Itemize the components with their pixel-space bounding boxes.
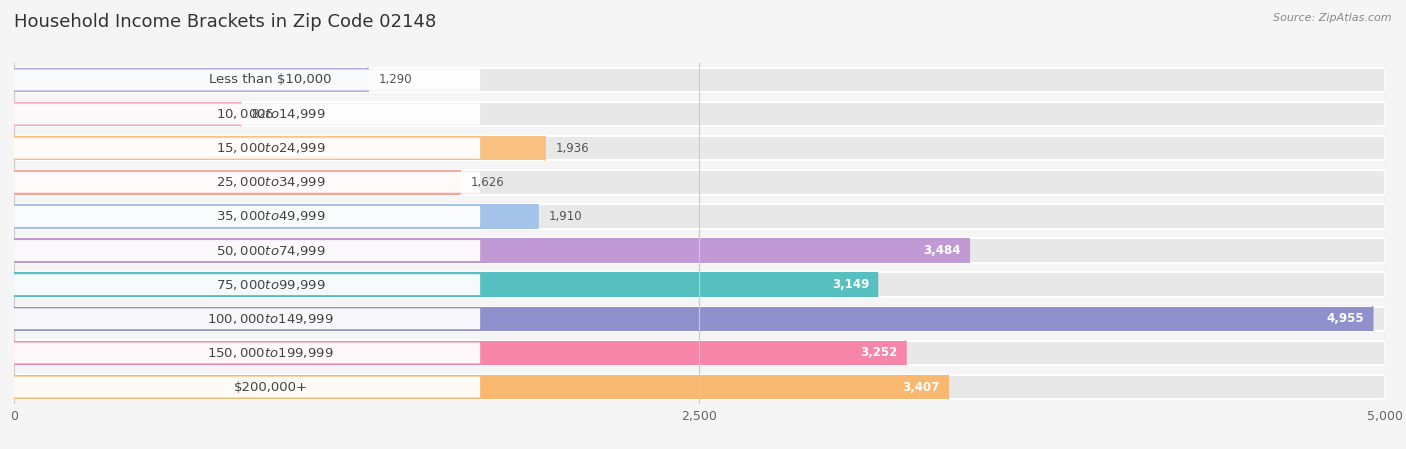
FancyBboxPatch shape	[14, 343, 481, 363]
Bar	[14, 136, 546, 160]
Text: 3,407: 3,407	[903, 381, 941, 393]
Bar	[14, 170, 460, 194]
Bar	[14, 273, 877, 297]
Bar	[14, 307, 1385, 331]
Text: 1,290: 1,290	[378, 74, 412, 86]
Text: 4,955: 4,955	[1327, 313, 1364, 325]
FancyBboxPatch shape	[14, 206, 481, 227]
Bar	[14, 341, 1385, 365]
FancyBboxPatch shape	[14, 377, 481, 397]
Text: 3,149: 3,149	[832, 278, 869, 291]
Bar	[14, 273, 1385, 297]
FancyBboxPatch shape	[14, 274, 481, 295]
Text: $100,000 to $149,999: $100,000 to $149,999	[207, 312, 333, 326]
Text: Source: ZipAtlas.com: Source: ZipAtlas.com	[1274, 13, 1392, 23]
Text: $35,000 to $49,999: $35,000 to $49,999	[215, 209, 325, 224]
Text: 826: 826	[252, 108, 274, 120]
Bar	[14, 68, 368, 92]
Text: $25,000 to $34,999: $25,000 to $34,999	[215, 175, 325, 189]
Bar	[14, 375, 1385, 399]
Bar	[14, 170, 1385, 194]
Bar	[14, 102, 1385, 126]
Text: $10,000 to $14,999: $10,000 to $14,999	[215, 107, 325, 121]
Text: 1,910: 1,910	[548, 210, 582, 223]
Text: 1,626: 1,626	[471, 176, 505, 189]
Bar	[14, 204, 1385, 229]
Text: $150,000 to $199,999: $150,000 to $199,999	[207, 346, 333, 360]
Text: 3,252: 3,252	[860, 347, 897, 359]
FancyBboxPatch shape	[14, 172, 481, 193]
Bar	[14, 375, 948, 399]
FancyBboxPatch shape	[14, 104, 481, 124]
Text: 3,484: 3,484	[924, 244, 962, 257]
Text: Household Income Brackets in Zip Code 02148: Household Income Brackets in Zip Code 02…	[14, 13, 436, 31]
Text: $50,000 to $74,999: $50,000 to $74,999	[215, 243, 325, 258]
Bar	[14, 238, 1385, 263]
Bar	[14, 307, 1372, 331]
Text: Less than $10,000: Less than $10,000	[209, 74, 332, 86]
FancyBboxPatch shape	[14, 138, 481, 158]
FancyBboxPatch shape	[14, 240, 481, 261]
Text: $200,000+: $200,000+	[233, 381, 308, 393]
Bar	[14, 136, 1385, 160]
Bar	[14, 341, 905, 365]
Text: $75,000 to $99,999: $75,000 to $99,999	[215, 277, 325, 292]
FancyBboxPatch shape	[14, 308, 481, 329]
Text: $15,000 to $24,999: $15,000 to $24,999	[215, 141, 325, 155]
Bar	[14, 68, 1385, 92]
Text: 1,936: 1,936	[555, 142, 589, 154]
Bar	[14, 102, 240, 126]
Bar	[14, 238, 969, 263]
Bar	[14, 204, 537, 229]
FancyBboxPatch shape	[14, 70, 481, 90]
